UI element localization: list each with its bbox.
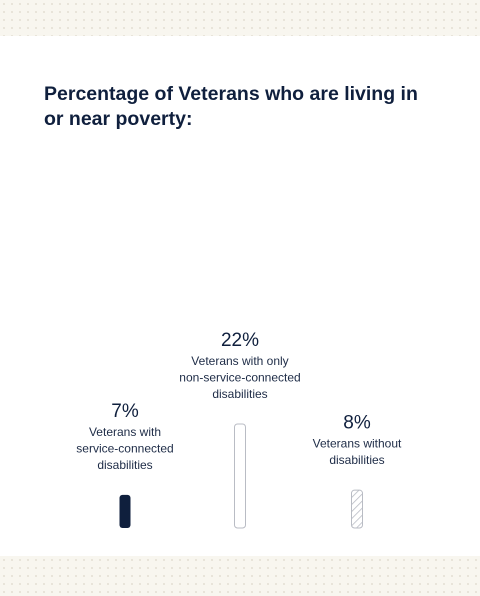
- bar-label-hatched: Veterans without: [313, 437, 402, 451]
- decorative-dot-band-top: [0, 0, 480, 36]
- bar-hatched: [351, 489, 363, 529]
- value-label-outline: 22%: [221, 330, 259, 351]
- value-label-hatched: 8%: [343, 413, 371, 434]
- bar-outline: [234, 423, 246, 529]
- bar-solid: [119, 494, 131, 528]
- bar-label-solid: service-connected: [76, 441, 173, 455]
- bar-label-outline: disabilities: [212, 387, 267, 401]
- bar-label-outline: Veterans with only: [191, 354, 288, 368]
- value-label-solid: 7%: [111, 401, 139, 422]
- bar-label-outline: non-service-connected: [179, 371, 300, 385]
- decorative-dot-band-bottom: [0, 556, 480, 596]
- bar-label-hatched: disabilities: [329, 453, 384, 467]
- bar-label-solid: Veterans with: [89, 425, 161, 439]
- chart-title: Percentage of Veterans who are living in…: [44, 83, 418, 130]
- bar-label-solid: disabilities: [97, 458, 152, 472]
